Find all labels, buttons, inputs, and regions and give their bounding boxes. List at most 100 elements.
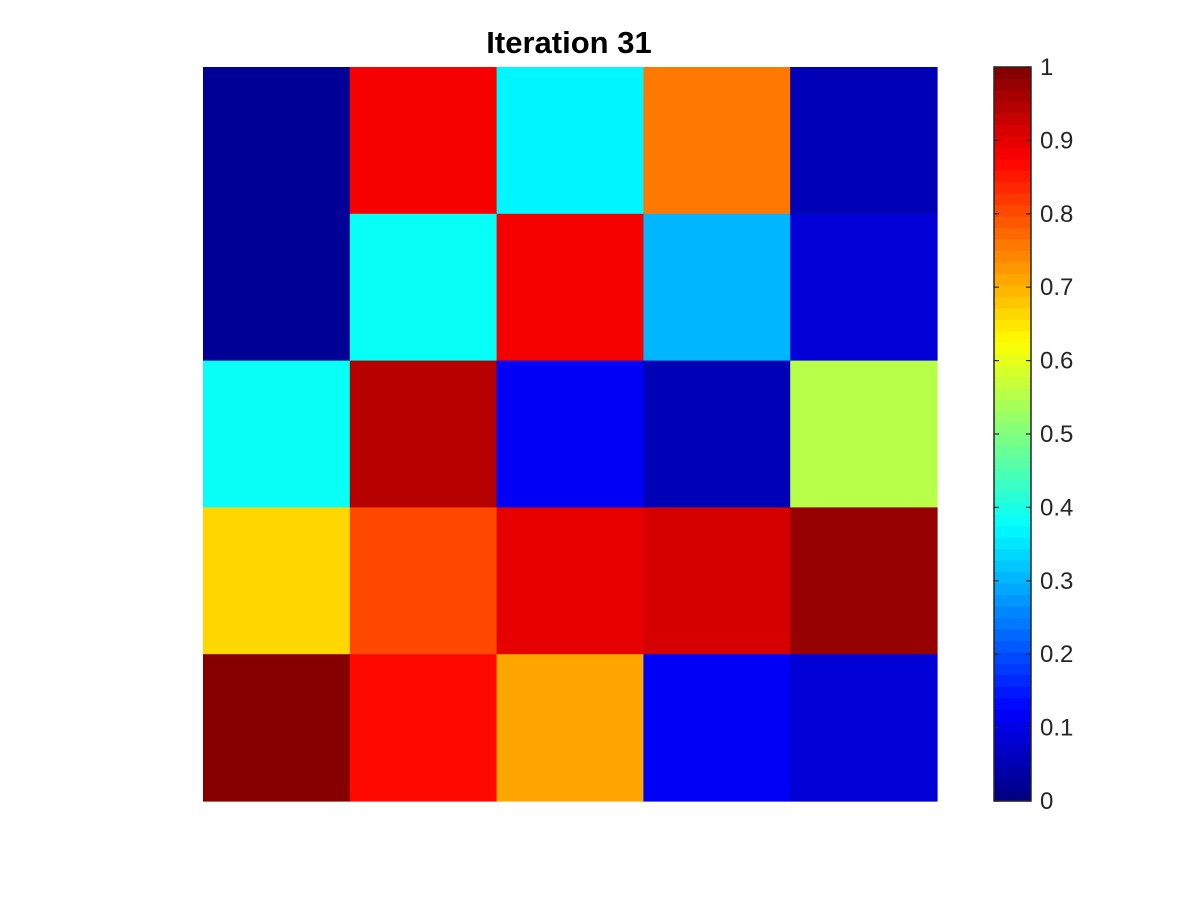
heatmap-cell-r2-c2 xyxy=(349,213,498,362)
colorbar-segment xyxy=(994,112,1031,125)
heatmap-cell-r3-c5 xyxy=(790,360,938,508)
heatmap-cell-r3-c2 xyxy=(349,360,498,508)
colorbar-segment xyxy=(994,789,1031,802)
colorbar-segment xyxy=(994,365,1031,378)
colorbar-segment xyxy=(994,686,1031,699)
heatmap-cell-r2-c1 xyxy=(203,213,351,362)
heatmap-cell-r5-c5 xyxy=(790,654,938,802)
colorbar-segment xyxy=(994,640,1031,653)
colorbar-segment xyxy=(994,720,1031,733)
colorbar-segment xyxy=(994,456,1031,470)
heatmap-cell-r5-c1 xyxy=(203,654,351,802)
heatmap-cell-r1-c5 xyxy=(790,67,938,215)
heatmap-cell-r1-c1 xyxy=(203,67,351,215)
colorbar-segment xyxy=(994,537,1031,550)
colorbar-segment xyxy=(994,181,1031,194)
colorbar-tick-label: 0 xyxy=(1040,788,1053,815)
colorbar-segment xyxy=(994,124,1031,137)
heatmap-cell-r5-c3 xyxy=(496,654,644,802)
heatmap-cell-r4-c4 xyxy=(643,507,791,655)
colorbar-segment xyxy=(994,502,1031,515)
heatmap-cell-r5-c2 xyxy=(349,654,498,802)
heatmap-cell-r1-c3 xyxy=(496,67,644,215)
chart-title: Iteration 31 xyxy=(486,25,651,60)
colorbar-segment xyxy=(994,319,1031,332)
heatmap-cell-r4-c1 xyxy=(203,507,351,655)
colorbar-segment xyxy=(994,594,1031,607)
colorbar-tick-label: 0.9 xyxy=(1040,127,1073,154)
colorbar-segment xyxy=(994,296,1031,309)
colorbar-tick-label: 0.7 xyxy=(1040,274,1073,301)
colorbar-segment xyxy=(994,78,1031,91)
colorbar-segment xyxy=(994,651,1031,664)
colorbar-segment xyxy=(994,514,1031,527)
heatmap-cell-r1-c4 xyxy=(643,67,791,215)
colorbar-segment xyxy=(994,158,1031,171)
colorbar-tick-label: 0.1 xyxy=(1040,715,1073,742)
colorbar-segment xyxy=(994,250,1031,263)
colorbar-segment xyxy=(994,307,1031,320)
colorbar-segment xyxy=(994,388,1031,401)
colorbar-tick-label: 0.3 xyxy=(1040,568,1073,595)
colorbar-segment xyxy=(994,239,1031,252)
heatmap-cell-r4-c2 xyxy=(349,507,498,655)
colorbar-segment xyxy=(994,89,1031,103)
colorbar-segment xyxy=(994,135,1031,148)
colorbar-segment xyxy=(994,571,1031,584)
colorbar-segment xyxy=(994,67,1031,80)
heatmap-cell-r4-c3 xyxy=(496,507,644,655)
colorbar: 0 0.1 0.2 0.3 0.4 0.5 0.6 0.7 0.8 0.9 1 xyxy=(993,54,1073,815)
heatmap-cell-r4-c5 xyxy=(790,507,938,655)
colorbar-segment xyxy=(994,411,1031,424)
colorbar-segment xyxy=(994,227,1031,240)
colorbar-segment xyxy=(994,468,1031,481)
colorbar-segment xyxy=(994,193,1031,206)
colorbar-segment xyxy=(994,628,1031,642)
colorbar-segment xyxy=(994,376,1031,389)
colorbar-segment xyxy=(994,548,1031,561)
colorbar-segment xyxy=(994,170,1031,183)
colorbar-segment xyxy=(994,732,1031,745)
heatmap-cell-r3-c3 xyxy=(496,360,644,508)
colorbar-segment xyxy=(994,663,1031,676)
colorbar-frame xyxy=(993,66,1032,802)
colorbar-segment xyxy=(994,147,1031,160)
colorbar-segment xyxy=(994,284,1031,297)
colorbar-segment xyxy=(994,204,1031,217)
colorbar-segment xyxy=(994,560,1031,573)
heatmap-cells xyxy=(203,67,938,802)
colorbar-tick-label: 0.2 xyxy=(1040,641,1073,668)
colorbar-segment xyxy=(994,101,1031,114)
colorbar-segment xyxy=(994,479,1031,492)
colorbar-segment xyxy=(994,525,1031,538)
heatmap-cell-r3-c4 xyxy=(643,360,791,508)
heatmap-cell-r2-c3 xyxy=(496,213,644,362)
colorbar-segment xyxy=(994,743,1031,756)
colorbar-segment xyxy=(994,273,1031,286)
colorbar-tick-label: 0.4 xyxy=(1040,494,1073,521)
colorbar-tick-label: 0.5 xyxy=(1040,421,1073,448)
colorbar-segment xyxy=(994,778,1031,791)
colorbar-segment xyxy=(994,766,1031,779)
heatmap-cell-r2-c5 xyxy=(790,213,938,362)
colorbar-segment xyxy=(994,399,1031,412)
colorbar-segment xyxy=(994,216,1031,229)
colorbar-segment xyxy=(994,434,1031,447)
heatmap-cell-r3-c1 xyxy=(203,360,351,508)
heatmap-cell-r1-c2 xyxy=(349,67,498,215)
colorbar-segment xyxy=(994,330,1031,343)
colorbar-tick-label: 0.6 xyxy=(1040,348,1073,375)
heatmap-cell-r2-c4 xyxy=(643,213,791,362)
colorbar-segment xyxy=(994,674,1031,687)
colorbar-tick-label: 1 xyxy=(1040,54,1053,81)
heatmap-cell-r5-c4 xyxy=(643,654,791,802)
colorbar-segment xyxy=(994,353,1031,366)
colorbar-tick-label: 0.8 xyxy=(1040,201,1073,228)
colorbar-segment xyxy=(994,342,1031,355)
colorbar-segment xyxy=(994,697,1031,710)
colorbar-segment xyxy=(994,445,1031,458)
colorbar-segment xyxy=(994,583,1031,596)
colorbar-segment xyxy=(994,755,1031,768)
